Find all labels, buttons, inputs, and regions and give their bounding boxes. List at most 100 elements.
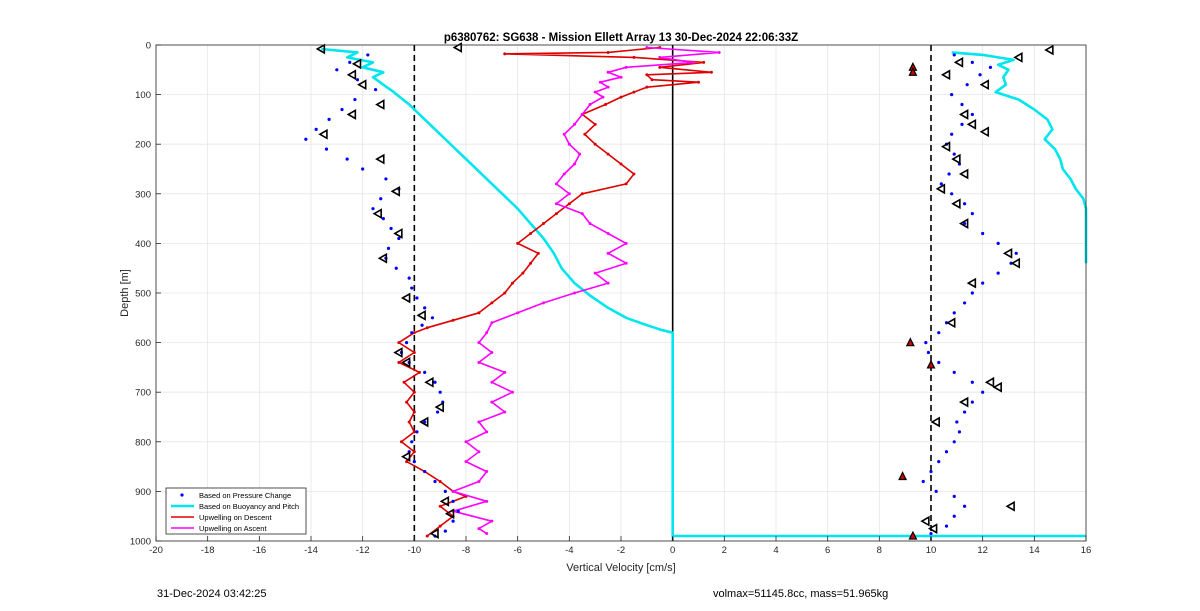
pressure-change-point xyxy=(373,88,378,92)
pressure-change-point xyxy=(939,182,943,186)
pressure-change-point xyxy=(435,410,440,414)
series-point xyxy=(624,65,628,69)
pressure-change-point xyxy=(410,331,414,335)
pressure-change-point xyxy=(327,117,331,121)
series-point xyxy=(567,192,571,196)
series-point xyxy=(606,281,610,285)
triangle-left-marker xyxy=(393,347,403,358)
legend-entry-label: Based on Buoyancy and Pitch xyxy=(199,502,299,511)
pressure-change-point xyxy=(962,221,967,226)
triangle-left-marker xyxy=(1010,257,1021,269)
series-point xyxy=(490,351,494,355)
triangle-left-marker xyxy=(946,317,956,329)
pressure-change-point xyxy=(340,107,344,112)
series-point xyxy=(397,360,401,364)
series-point xyxy=(477,450,481,454)
pressure-change-point xyxy=(965,83,969,87)
pressure-change-point xyxy=(412,460,416,464)
triangle-left-marker xyxy=(400,451,411,463)
x-tick-label: -12 xyxy=(356,545,370,556)
x-tick-label: 0 xyxy=(670,545,675,556)
pressure-change-point xyxy=(952,370,956,374)
pressure-change-point xyxy=(438,390,442,394)
pressure-change-point xyxy=(381,217,385,221)
pressure-change-point xyxy=(355,78,360,82)
series-point xyxy=(619,162,623,166)
x-tick-label: -16 xyxy=(252,545,266,556)
pressure-change-point xyxy=(952,311,956,315)
triangle-left-marker xyxy=(1002,247,1013,259)
series-point xyxy=(606,50,610,54)
legend-swatch xyxy=(180,493,184,497)
triangle-left-marker xyxy=(424,376,434,388)
triangle-left-marker xyxy=(452,42,463,53)
series-point xyxy=(580,212,584,216)
x-tick-label: 10 xyxy=(926,545,937,556)
triangle-left-marker xyxy=(951,153,961,165)
series-point xyxy=(407,420,411,424)
triangle-left-marker xyxy=(958,109,969,120)
pressure-change-point xyxy=(423,469,427,474)
triangle-left-marker xyxy=(375,99,385,110)
series-line xyxy=(321,47,1086,538)
x-axis-label: Vertical Velocity [cm/s] xyxy=(566,562,675,574)
pressure-change-point xyxy=(962,202,967,206)
triangle-left-marker xyxy=(966,118,977,130)
series-point xyxy=(645,73,649,77)
series-point xyxy=(606,231,610,235)
series-point xyxy=(485,331,489,335)
y-tick-label: 300 xyxy=(135,189,151,200)
series-point xyxy=(511,281,514,285)
y-tick-label: 700 xyxy=(135,388,151,399)
series-point xyxy=(588,222,592,226)
x-tick-label: -10 xyxy=(407,545,421,556)
triangle-left-marker xyxy=(346,109,357,120)
pressure-change-point xyxy=(962,301,967,305)
pressure-change-point xyxy=(937,331,941,335)
triangle-left-marker xyxy=(930,416,940,428)
pressure-change-point xyxy=(324,147,329,151)
pressure-change-point xyxy=(415,430,419,434)
pressure-change-point xyxy=(423,370,427,374)
x-tick-label: 12 xyxy=(977,545,988,556)
pressure-change-point xyxy=(944,450,949,454)
x-tick-label: -18 xyxy=(201,545,215,556)
y-tick-label: 800 xyxy=(135,437,151,448)
pressure-change-point xyxy=(957,430,962,434)
series-point xyxy=(503,410,507,414)
series-point xyxy=(402,380,406,384)
pressure-change-point xyxy=(407,276,411,280)
series-point xyxy=(529,231,533,235)
triangle-left-marker xyxy=(400,357,411,368)
series-point xyxy=(397,341,401,345)
x-tick-label: -20 xyxy=(149,545,163,556)
pressure-change-point xyxy=(415,296,419,300)
y-axis-ticks: 0 100 200 300 400 500 600 700 800 900 1000 xyxy=(130,41,161,548)
triangle-left-marker xyxy=(357,79,367,91)
series-point xyxy=(511,390,514,394)
triangle-left-marker xyxy=(315,43,326,55)
series-point xyxy=(702,60,706,64)
pressure-change-point xyxy=(981,231,985,236)
series-point xyxy=(645,45,649,49)
triangle-left-marker xyxy=(375,153,385,165)
pressure-change-point xyxy=(397,236,401,241)
series-point xyxy=(717,50,721,54)
series-point xyxy=(554,182,558,186)
pressure-change-point xyxy=(952,440,956,444)
series-point xyxy=(412,390,416,394)
series-point xyxy=(503,52,507,56)
triangle-left-marker xyxy=(318,128,328,140)
marker-layer xyxy=(315,42,1054,540)
pressure-change-point xyxy=(451,519,455,523)
series-point xyxy=(412,351,416,355)
triangle-left-marker xyxy=(400,292,411,304)
pressure-change-point xyxy=(386,246,391,250)
series-point xyxy=(405,400,409,404)
pressure-change-point xyxy=(970,212,974,216)
triangle-left-marker xyxy=(1013,52,1023,63)
pressure-change-point xyxy=(929,469,933,474)
triangle-left-marker xyxy=(429,528,439,539)
series-point xyxy=(477,360,481,364)
series-point xyxy=(516,241,520,245)
